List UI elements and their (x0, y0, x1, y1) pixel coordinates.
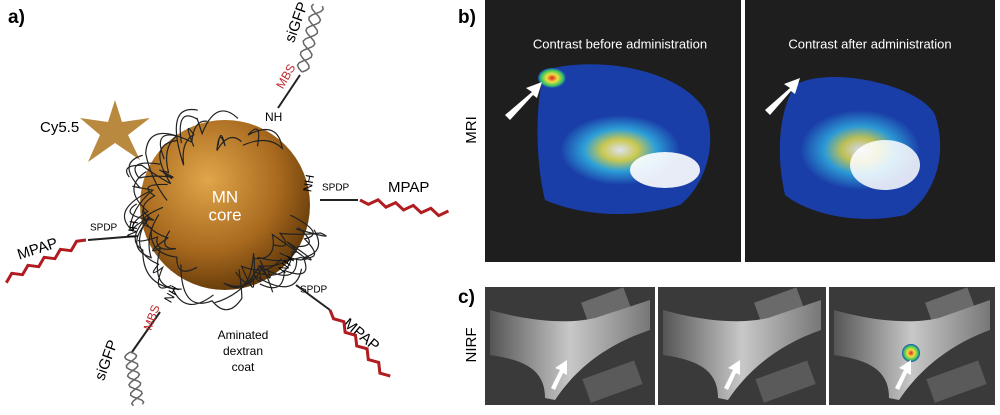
coat-strand (159, 134, 178, 180)
arrow (505, 82, 542, 120)
panel-label: c) (458, 287, 475, 308)
coat-strand (258, 259, 298, 293)
nirf-images (485, 287, 995, 405)
core-label: MN (212, 187, 238, 206)
coat-label: coat (232, 360, 255, 374)
dna-strand (123, 351, 145, 405)
coat-strand (126, 139, 178, 185)
coat-strand (123, 170, 150, 232)
coat-strand (142, 206, 198, 272)
mouse (663, 300, 821, 400)
dye-label: Cy5.5 (40, 119, 79, 136)
tube (926, 360, 987, 403)
linker-line (277, 74, 301, 109)
image-title: Contrast after administration (788, 36, 951, 51)
linker-label: SPDP (90, 223, 118, 234)
image-title: Contrast before administration (533, 36, 707, 51)
linker-label: SPDP (300, 285, 328, 296)
coat-strand (145, 120, 208, 201)
dextran-coat (123, 108, 327, 311)
coat-strand (273, 228, 327, 247)
mri-signal (630, 152, 700, 188)
core-label: core (208, 205, 241, 224)
dna-strand (125, 351, 143, 407)
linker-line (131, 311, 161, 353)
coat-strand (242, 128, 284, 150)
strands (5, 3, 450, 407)
coat-strand (255, 233, 307, 262)
coat-strand (223, 253, 263, 289)
linker-label: SPDP (322, 183, 350, 194)
arrow (765, 78, 800, 115)
panel-label: b) (458, 7, 476, 28)
arrow (551, 360, 567, 390)
linker-line (87, 235, 139, 241)
amine-label: NH (300, 174, 317, 194)
dye-star (80, 100, 150, 162)
tube (582, 360, 643, 403)
amine-label: NH (265, 110, 282, 124)
payload-label: MPAP (340, 315, 383, 355)
coat-label: Aminated (218, 328, 269, 342)
coat-strand (259, 252, 307, 289)
peptide-strand (359, 198, 450, 218)
peptide-strand (328, 309, 391, 378)
coat-strand (252, 241, 312, 276)
payload-label: MPAP (388, 179, 429, 196)
coat-strand (214, 266, 303, 304)
coat-strand (175, 108, 198, 166)
row-label: MRI (463, 116, 480, 144)
coat-strand (138, 215, 172, 289)
coat-strand (179, 110, 239, 144)
coat-label: dextran (223, 344, 263, 358)
coat-strand (290, 214, 320, 259)
coat-strand (137, 230, 177, 250)
linker-label: MBS (141, 303, 163, 332)
coat-strand (129, 183, 168, 221)
peptide-strand (5, 238, 87, 284)
linker-label: MBS (273, 62, 298, 92)
coat-strand (257, 227, 310, 279)
panel-label: a) (8, 7, 25, 28)
coat-strand (134, 221, 214, 305)
arrow (724, 360, 740, 390)
mri-signal (850, 140, 920, 190)
linker-line (295, 284, 331, 311)
dna-strand (299, 3, 322, 73)
nirf-signal (902, 344, 920, 362)
row-label: NIRF (463, 328, 480, 363)
amine-label: NH (124, 220, 141, 240)
payload-label: siGFP (92, 338, 122, 383)
dna-strand (296, 5, 325, 73)
coat-strand (132, 214, 160, 259)
mouse (490, 300, 650, 400)
arrow (895, 360, 911, 390)
coat-strand (216, 134, 242, 151)
tube (755, 360, 816, 403)
mri-signal (538, 68, 566, 88)
